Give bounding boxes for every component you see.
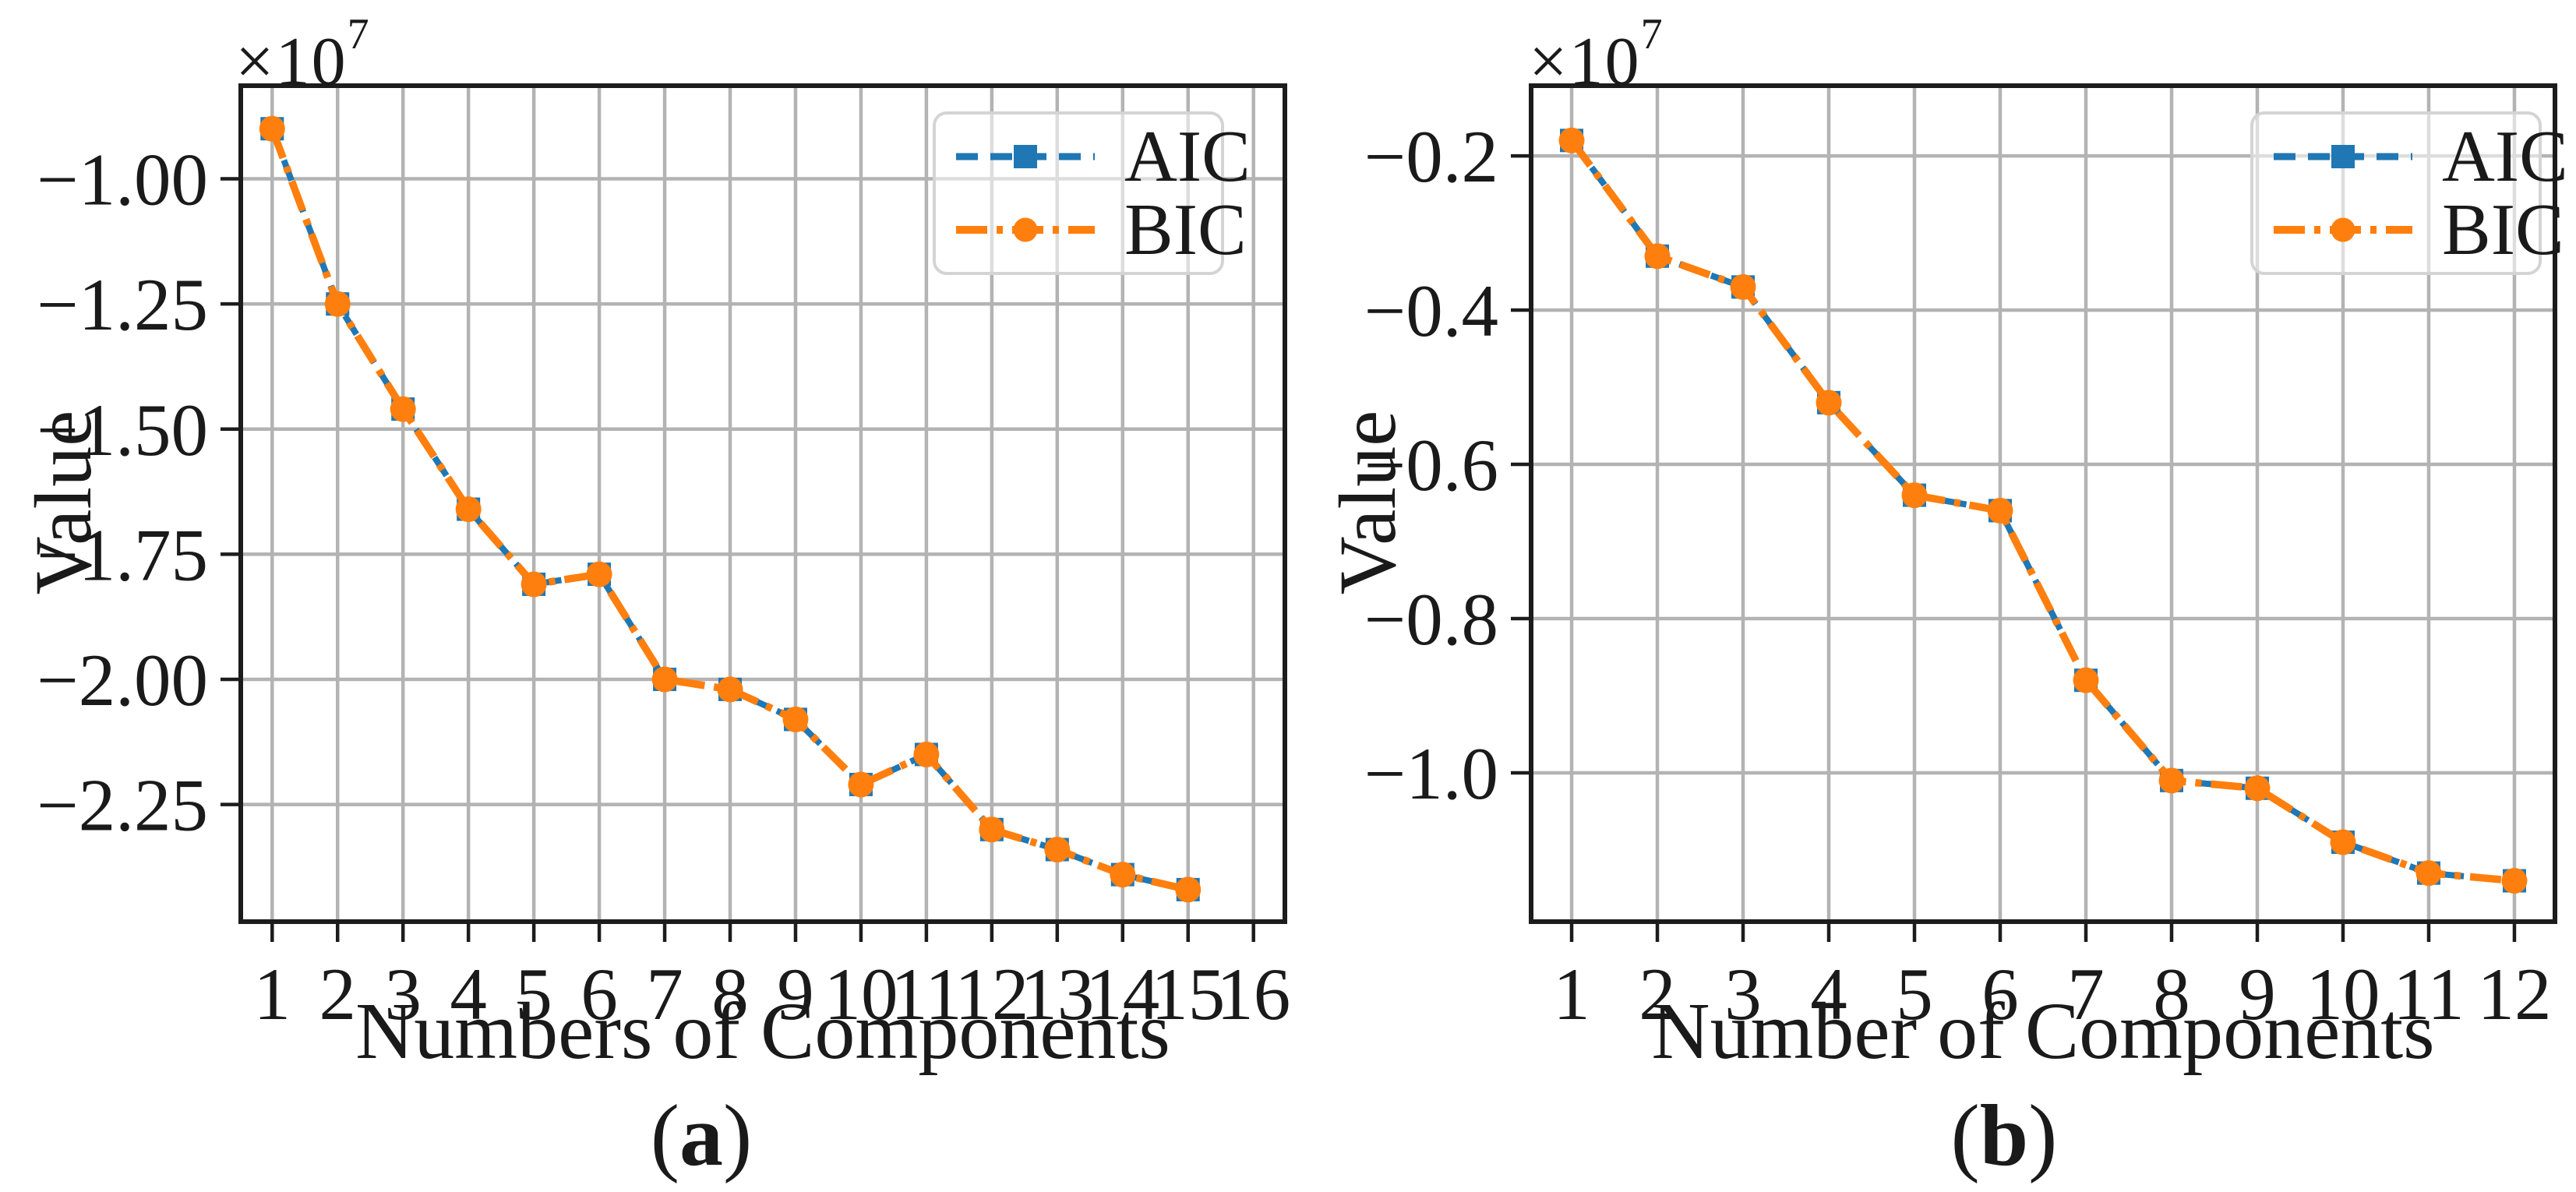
x-tick-label: 14 bbox=[1085, 953, 1159, 1035]
x-tick-label: 3 bbox=[1724, 953, 1762, 1035]
axes-spines bbox=[1529, 83, 2557, 924]
x-tick-label: 7 bbox=[646, 953, 683, 1035]
x-tick-label: 9 bbox=[777, 953, 814, 1035]
tick-marks bbox=[221, 177, 1255, 942]
x-tick-label: 3 bbox=[384, 953, 422, 1035]
x-tick-label: 4 bbox=[450, 953, 487, 1035]
aic-line-sample-icon bbox=[2274, 139, 2412, 174]
x-tick-label: 16 bbox=[1216, 953, 1290, 1035]
aic-square-marker-icon bbox=[1014, 144, 1037, 168]
x-tick-label: 4 bbox=[1810, 953, 1847, 1035]
aic-square-marker-icon bbox=[2331, 144, 2355, 168]
x-axis-label-b: Number of Components bbox=[1651, 986, 2435, 1076]
bic-line-sample-icon bbox=[956, 213, 1095, 247]
aic-line-sample-icon bbox=[956, 139, 1095, 174]
offset-base-b: ×10 bbox=[1529, 24, 1641, 100]
caption-letter: a bbox=[679, 1088, 723, 1184]
x-tick-label: 13 bbox=[1020, 953, 1094, 1035]
legend-item-aic: AIC bbox=[2274, 120, 2568, 193]
x-tick-label: 11 bbox=[891, 953, 962, 1035]
legend-label-aic: AIC bbox=[2442, 115, 2568, 197]
bic-markers bbox=[1558, 127, 2528, 894]
legend-label-bic: BIC bbox=[1124, 189, 1247, 271]
caption-letter: b bbox=[1979, 1088, 2029, 1184]
x-tick-label: 8 bbox=[711, 953, 749, 1035]
y-tick-label: −0.8 bbox=[1364, 578, 1498, 661]
chart-b: 1 2 3 4 5 6 7 8 9 10 11 12−0.2−0.4−0.6−0.8−1.0 bbox=[1364, 83, 2557, 1035]
bic-markers bbox=[259, 115, 1202, 903]
x-tick-label: 11 bbox=[2393, 953, 2464, 1035]
bic-line-sample-icon bbox=[2274, 213, 2412, 247]
tick-labels: 1 2 3 4 5 6 7 8 9 10 11 12−0.2−0.4−0.6−0.8−1.0 bbox=[1364, 115, 2552, 1035]
x-tick-label: 10 bbox=[824, 953, 898, 1035]
y-tick-label: −1.00 bbox=[37, 139, 208, 221]
y-axis-label-b: Value bbox=[1323, 410, 1413, 595]
caption-paren: ) bbox=[723, 1088, 753, 1184]
x-tick-label: 1 bbox=[1553, 953, 1590, 1035]
x-tick-label: 2 bbox=[319, 953, 357, 1035]
y-tick-label: −0.4 bbox=[1364, 270, 1498, 352]
x-tick-label: 9 bbox=[2239, 953, 2276, 1035]
y-tick-label: −0.2 bbox=[1364, 115, 1498, 198]
caption-paren: ( bbox=[650, 1088, 679, 1184]
x-axis-label-a: Numbers of Components bbox=[355, 986, 1170, 1076]
y-axis-offset-a: ×107 bbox=[235, 12, 371, 97]
x-tick-label: 5 bbox=[1896, 953, 1933, 1035]
legend-item-bic: BIC bbox=[2274, 193, 2564, 266]
offset-base-a: ×10 bbox=[235, 24, 348, 100]
bic-circle-marker-icon bbox=[1013, 217, 1038, 242]
chart-a: 1 2 3 4 5 6 7 8 9 10111213141516−1.00−1.25−1.50−1… bbox=[37, 83, 1290, 1035]
y-tick-label: −1.50 bbox=[37, 389, 208, 471]
x-tick-label: 2 bbox=[1639, 953, 1676, 1035]
y-tick-label: −1.25 bbox=[37, 263, 208, 346]
y-axis-offset-b: ×107 bbox=[1529, 12, 1664, 97]
x-tick-label: 5 bbox=[515, 953, 552, 1035]
bic-circle-marker-icon bbox=[2331, 217, 2355, 242]
x-tick-label: 12 bbox=[955, 953, 1029, 1035]
y-tick-label: −1.0 bbox=[1364, 732, 1498, 815]
caption-paren: ( bbox=[1950, 1088, 1980, 1184]
x-tick-label: 8 bbox=[2153, 953, 2190, 1035]
legend-item-bic: BIC bbox=[956, 193, 1247, 266]
y-tick-label: −2.00 bbox=[37, 639, 208, 721]
y-tick-label: −1.75 bbox=[37, 513, 208, 596]
bic-line bbox=[1569, 138, 2515, 885]
legend-a: AIC BIC bbox=[933, 111, 1251, 275]
x-tick-label: 12 bbox=[2477, 953, 2551, 1035]
x-tick-label: 6 bbox=[1981, 953, 2019, 1035]
offset-exponent-a: 7 bbox=[347, 10, 371, 58]
x-tick-label: 7 bbox=[2067, 953, 2105, 1035]
legend-label-bic: BIC bbox=[2442, 189, 2564, 271]
y-tick-label: −0.6 bbox=[1364, 424, 1498, 506]
subplot-caption-b: (b) bbox=[1951, 1092, 2058, 1180]
legend-label-aic: AIC bbox=[1124, 115, 1251, 197]
x-tick-label: 6 bbox=[580, 953, 618, 1035]
x-tick-label: 1 bbox=[254, 953, 291, 1035]
x-tick-label: 15 bbox=[1151, 953, 1225, 1035]
axes-spines bbox=[238, 83, 1287, 924]
legend-b: AIC BIC bbox=[2250, 111, 2568, 275]
x-tick-label: 10 bbox=[2306, 953, 2380, 1035]
subplot-caption-a: (a) bbox=[651, 1092, 753, 1180]
y-axis-label-a: Value bbox=[19, 410, 108, 595]
caption-paren: ) bbox=[2028, 1088, 2058, 1184]
offset-exponent-b: 7 bbox=[1640, 10, 1664, 58]
legend-item-aic: AIC bbox=[956, 120, 1251, 193]
tick-marks bbox=[1511, 153, 2517, 942]
y-tick-label: −2.25 bbox=[37, 764, 208, 847]
tick-labels: 1 2 3 4 5 6 7 8 9 10111213141516−1.00−1.25−1.50−1… bbox=[37, 139, 1290, 1035]
